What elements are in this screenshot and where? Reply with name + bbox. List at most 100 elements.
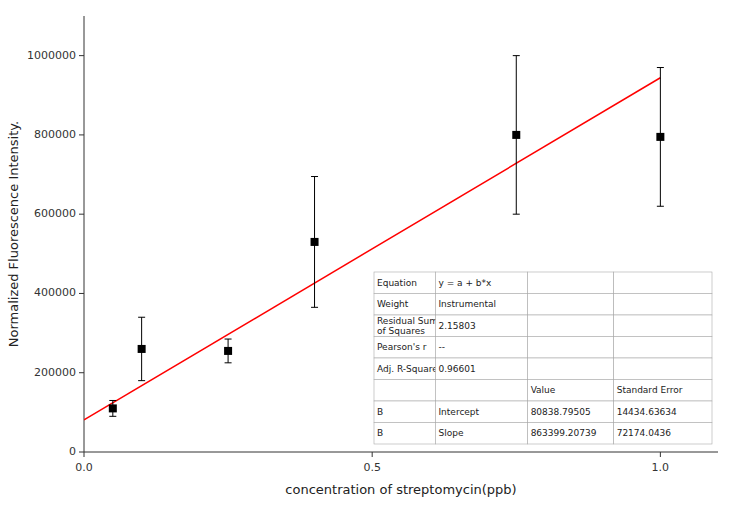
data-point [512, 131, 520, 139]
table-text: Slope [438, 428, 463, 438]
table-cell [374, 423, 435, 445]
tick-mark [79, 293, 84, 294]
table-cell [614, 272, 712, 294]
table-cell [374, 272, 435, 294]
table-cell [435, 401, 527, 423]
tick-label: 0.5 [363, 461, 381, 474]
table-cell [435, 272, 527, 294]
table-text: Pearson's r [377, 342, 427, 352]
tick-label: 1.0 [652, 461, 670, 474]
table-text: Instrumental [438, 299, 496, 309]
table-text-line: Slope [438, 428, 463, 438]
table-text-line: 72174.0436 [617, 428, 672, 438]
table-cell [435, 315, 527, 337]
axes: 020000040000060000080000010000000.00.51.… [27, 16, 718, 474]
table-cell [374, 380, 435, 402]
table-text-line: 2.15803 [438, 321, 475, 331]
error-bar-cap [513, 214, 520, 215]
table-cell [614, 294, 712, 316]
error-bar-cap [109, 416, 116, 417]
table-cell [528, 380, 614, 402]
table-text-line: 14434.63634 [617, 407, 677, 417]
tick-mark [372, 452, 373, 457]
tick-label: 600000 [34, 207, 76, 220]
error-bar [109, 400, 116, 416]
data-point [138, 345, 146, 353]
inset-table: Equation y = a + b*x Weight InstrumentalRes… [374, 272, 712, 444]
y-axis-label: Normalized Fluorescence Intensity. [6, 121, 21, 348]
error-bar [657, 68, 664, 207]
error-bar-cap [138, 380, 145, 381]
table-cell [528, 337, 614, 359]
error-bar [138, 317, 145, 380]
table-cell [528, 294, 614, 316]
table-text: Residual Sumof Squares [377, 316, 438, 336]
table-text-line: of Squares [377, 326, 425, 336]
error-bar-cap [513, 55, 520, 56]
error-bar-cap [657, 206, 664, 207]
table-text-line: 80838.79505 [531, 407, 591, 417]
table-cell [614, 315, 712, 337]
tick-mark [84, 452, 85, 457]
table-cell [528, 315, 614, 337]
table-text-line: Equation [377, 278, 417, 288]
data-point [224, 347, 232, 355]
table-cell [614, 337, 712, 359]
table-text: Intercept [438, 407, 479, 417]
error-bar-cap [225, 362, 232, 363]
tick-label: 0.0 [75, 461, 93, 474]
table-text-line: y = a + b*x [438, 278, 492, 288]
regression-line [84, 78, 660, 420]
table-text: 2.15803 [438, 321, 475, 331]
error-bar [513, 56, 520, 215]
table-cell [528, 272, 614, 294]
table-cell [374, 337, 435, 359]
error-bar-cap [138, 317, 145, 318]
table-cell [614, 401, 712, 423]
table-text: Weight [377, 299, 409, 309]
table-cell [374, 294, 435, 316]
error-bar [225, 339, 232, 363]
tick-mark [79, 452, 84, 453]
tick-mark [79, 55, 84, 56]
table-text: 14434.63634 [617, 407, 677, 417]
y-axis-line [84, 16, 85, 452]
tick-mark [79, 134, 84, 135]
x-axis-line [84, 452, 718, 453]
tick-label: 200000 [34, 366, 76, 379]
table-text-line: 863399.20739 [531, 428, 597, 438]
table-cell [435, 337, 527, 359]
table-cell [374, 401, 435, 423]
table-text-line: -- [438, 342, 445, 352]
data-point [656, 133, 664, 141]
table-text: 0.96601 [438, 364, 475, 374]
tick-label: 400000 [34, 286, 76, 299]
table-text-line: Intercept [438, 407, 479, 417]
tick-mark [79, 214, 84, 215]
tick-mark [79, 372, 84, 373]
table-cell [435, 380, 527, 402]
table-text: Equation [377, 278, 417, 288]
table-text: B [377, 428, 383, 438]
table-cell [528, 423, 614, 445]
table-text: y = a + b*x [438, 278, 492, 288]
table-text: -- [438, 342, 445, 352]
table-cell [435, 358, 527, 380]
table-text-line: Adj. R-Square [377, 364, 438, 374]
table-text-line: Weight [377, 299, 409, 309]
error-bar-cap [109, 400, 116, 401]
table-text: 80838.79505 [531, 407, 591, 417]
data-point [311, 238, 319, 246]
table-cell [614, 380, 712, 402]
error-bar [311, 177, 318, 308]
table-text: B [377, 407, 383, 417]
error-bar-cap [225, 339, 232, 340]
table-text: 72174.0436 [617, 428, 672, 438]
error-bar-cap [657, 67, 664, 68]
x-axis-label: concentration of streptomycin(ppb) [285, 482, 516, 497]
tick-label: 800000 [34, 128, 76, 141]
chart: 020000040000060000080000010000000.00.51.… [0, 0, 735, 508]
table-cell [614, 358, 712, 380]
table-text-line: B [377, 407, 383, 417]
table-text-line: Standard Error [617, 385, 683, 395]
